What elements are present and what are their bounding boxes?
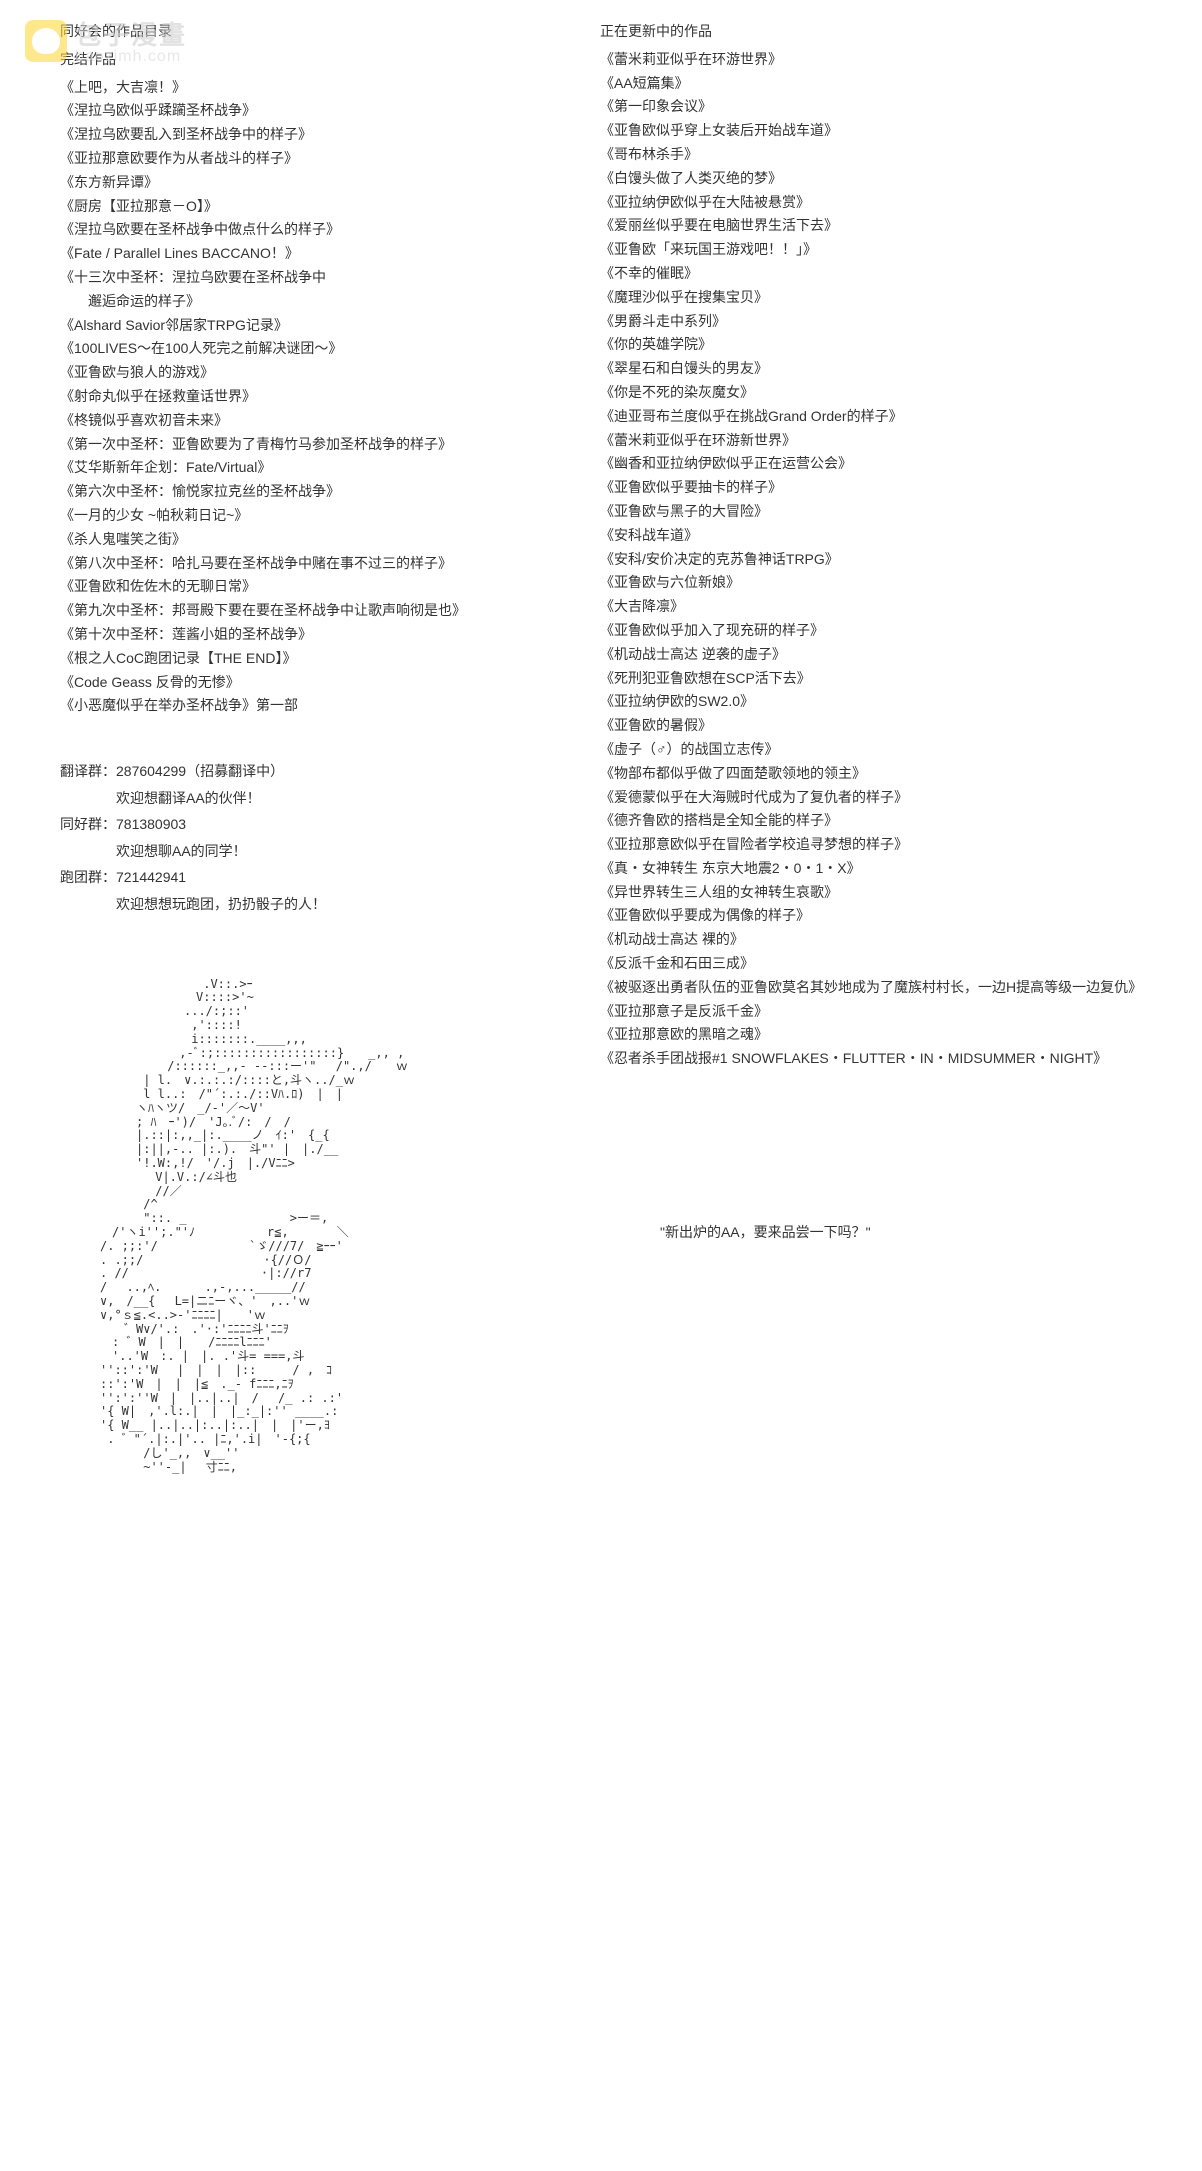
list-item: 《被驱逐出勇者队伍的亚鲁欧莫名其妙地成为了魔族村村长，一边H提高等级一边复仇》 [600,976,1142,1000]
list-item: 《Fate / Parallel Lines BACCANO！》 [60,242,540,266]
group-line: 跑团群：721442941 [60,864,540,891]
list-item: 《大吉降凛》 [600,595,1142,619]
list-item: 《异世界转生三人组的女神转生哀歌》 [600,881,1142,905]
list-item: 《100LIVES～在100人死完之前解决谜团～》 [60,337,540,361]
list-item: 《虚子（♂）的战国立志传》 [600,738,1142,762]
group-line: 翻译群：287604299（招募翻译中） [60,758,540,785]
right-title: 正在更新中的作品 [600,20,1142,44]
list-item: 《东方新异谭》 [60,171,540,195]
list-item: 《亚鲁欧似乎要成为偶像的样子》 [600,904,1142,928]
list-item: 《第八次中圣杯：哈扎马要在圣杯战争中赌在事不过三的样子》 [60,552,540,576]
list-item: 《涅拉乌欧要在圣杯战争中做点什么的样子》 [60,218,540,242]
list-item: 《爱德蒙似乎在大海贼时代成为了复仇者的样子》 [600,786,1142,810]
list-item: 《根之人CoC跑团记录【THE END】》 [60,647,540,671]
list-item: 《死刑犯亚鲁欧想在SCP活下去》 [600,667,1142,691]
list-item: 《魔理沙似乎在搜集宝贝》 [600,286,1142,310]
list-item: 《Alshard Savior邻居家TRPG记录》 [60,314,540,338]
list-item: 《机动战士高达 逆袭的虚子》 [600,643,1142,667]
list-item: 《第一印象会议》 [600,95,1142,119]
list-item: 《小恶魔似乎在举办圣杯战争》第一部 [60,694,540,718]
list-item: 《亚鲁欧似乎穿上女装后开始战车道》 [600,119,1142,143]
updating-works-list: 《蕾米莉亚似乎在环游世界》《AA短篇集》《第一印象会议》《亚鲁欧似乎穿上女装后开… [600,48,1142,1071]
watermark-main: 包子漫畫 [75,15,187,52]
watermark-sub: baozimh.com [75,48,187,66]
ascii-art: .V::.>ｰ V::::>'~ .../:;::' ,'::::! i::::… [100,978,540,1475]
list-item: 《物部布都似乎做了四面楚歌领地的领主》 [600,762,1142,786]
list-item: 《柊镜似乎喜欢初音未来》 [60,409,540,433]
list-item: 《蕾米莉亚似乎在环游新世界》 [600,429,1142,453]
list-item: 《AA短篇集》 [600,72,1142,96]
list-item: 《亚拉那意欧似乎在冒险者学校追寻梦想的样子》 [600,833,1142,857]
list-item: 《涅拉乌欧似乎蹂躏圣杯战争》 [60,99,540,123]
group-desc: 欢迎想翻译AA的伙伴！ [60,785,540,812]
list-item: 《忍者杀手团战报#1 SNOWFLAKES・FLUTTER・IN・MIDSUMM… [600,1047,1142,1071]
list-item: 《哥布林杀手》 [600,143,1142,167]
list-item: 《杀人鬼嗤笑之街》 [60,528,540,552]
watermark: 包子漫畫 baozimh.com [25,15,187,66]
list-item: 《第十次中圣杯：莲酱小姐的圣杯战争》 [60,623,540,647]
list-item: 《机动战士高达 裸的》 [600,928,1142,952]
group-line: 同好群：781380903 [60,811,540,838]
list-item: 《真・女神转生 东京大地震2・0・1・X》 [600,857,1142,881]
right-column: 正在更新中的作品 《蕾米莉亚似乎在环游世界》《AA短篇集》《第一印象会议》《亚鲁… [600,20,1142,1474]
list-item: 《你是不死的染灰魔女》 [600,381,1142,405]
list-item: 《反派千金和石田三成》 [600,952,1142,976]
list-item: 《迪亚哥布兰度似乎在挑战Grand Order的样子》 [600,405,1142,429]
list-item: 《不幸的催眠》 [600,262,1142,286]
list-item: 《安科战车道》 [600,524,1142,548]
list-item: 《亚拉那意子是反派千金》 [600,1000,1142,1024]
list-item: 《涅拉乌欧要乱入到圣杯战争中的样子》 [60,123,540,147]
left-column: 同好会的作品目录 完结作品 《上吧，大吉凛！》《涅拉乌欧似乎蹂躏圣杯战争》《涅拉… [60,20,540,1474]
list-item: 《艾华斯新年企划：Fate/Virtual》 [60,456,540,480]
group-desc: 欢迎想聊AA的同学！ [60,838,540,865]
quote: "新出炉的AA，要来品尝一下吗？" [660,1221,1142,1245]
list-item: 《亚拉那意欧要作为从者战斗的样子》 [60,147,540,171]
list-item: 《亚拉那意欧的黑暗之魂》 [600,1023,1142,1047]
list-item: 《亚鲁欧「来玩国王游戏吧！！」》 [600,238,1142,262]
list-item: 《厨房【亚拉那意－O】》 [60,195,540,219]
list-item: 《蕾米莉亚似乎在环游世界》 [600,48,1142,72]
list-item: 《翠星石和白馒头的男友》 [600,357,1142,381]
group-desc: 欢迎想想玩跑团，扔扔骰子的人！ [60,891,540,918]
list-item: 《白馒头做了人类灭绝的梦》 [600,167,1142,191]
list-item: 《亚鲁欧的暑假》 [600,714,1142,738]
list-item: 《幽香和亚拉纳伊欧似乎正在运营公会》 [600,452,1142,476]
list-item: 《Code Geass 反骨的无惨》 [60,671,540,695]
list-item: 《上吧，大吉凛！》 [60,76,540,100]
list-item: 《爱丽丝似乎要在电脑世界生活下去》 [600,214,1142,238]
list-item: 《第六次中圣杯：愉悦家拉克丝的圣杯战争》 [60,480,540,504]
list-item: 《第九次中圣杯：邦哥殿下要在要在圣杯战争中让歌声响彻是也》 [60,599,540,623]
list-item: 《亚鲁欧与黑子的大冒险》 [600,500,1142,524]
list-item: 《射命丸似乎在拯救童话世界》 [60,385,540,409]
completed-works-list: 《上吧，大吉凛！》《涅拉乌欧似乎蹂躏圣杯战争》《涅拉乌欧要乱入到圣杯战争中的样子… [60,76,540,719]
list-item: 《一月的少女 ~帕秋莉日记~》 [60,504,540,528]
list-item: 《安科/安价决定的克苏鲁神话TRPG》 [600,548,1142,572]
group-info: 翻译群：287604299（招募翻译中） 欢迎想翻译AA的伙伴！同好群：7813… [60,758,540,918]
list-item: 《亚鲁欧似乎要抽卡的样子》 [600,476,1142,500]
list-item: 《亚鲁欧与六位新娘》 [600,571,1142,595]
list-item: 《德齐鲁欧的搭档是全知全能的样子》 [600,809,1142,833]
list-item: 《亚鲁欧和佐佐木的无聊日常》 [60,575,540,599]
list-item: 《亚拉纳伊欧似乎在大陆被悬赏》 [600,191,1142,215]
list-item: 《十三次中圣杯：涅拉乌欧要在圣杯战争中 邂逅命运的样子》 [60,266,540,314]
list-item: 《亚拉纳伊欧的SW2.0》 [600,690,1142,714]
list-item: 《亚鲁欧似乎加入了现充研的样子》 [600,619,1142,643]
list-item: 《你的英雄学院》 [600,333,1142,357]
baozi-icon [25,20,67,62]
list-item: 《第一次中圣杯：亚鲁欧要为了青梅竹马参加圣杯战争的样子》 [60,433,540,457]
list-item: 《亚鲁欧与狼人的游戏》 [60,361,540,385]
list-item: 《男爵斗走中系列》 [600,310,1142,334]
